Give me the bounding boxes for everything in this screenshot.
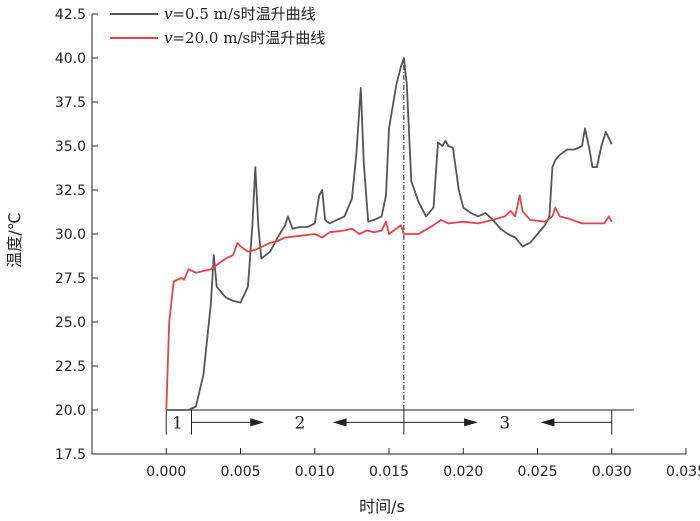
phase-arrow-head xyxy=(332,418,347,427)
x-tick-label: 0.030 xyxy=(592,464,632,480)
phase-label-2: 2 xyxy=(294,413,305,433)
legend-label-series-1: v=0.5 m/s时温升曲线 xyxy=(164,5,316,23)
x-tick-label: 0.035 xyxy=(666,464,700,480)
series-line-2 xyxy=(165,194,613,411)
x-axis-title: 时间/s xyxy=(359,497,405,516)
phase-arrow-head xyxy=(540,418,555,427)
y-tick-label: 20.0 xyxy=(55,403,86,419)
legend-var-2: v xyxy=(164,29,173,47)
series-layer xyxy=(165,57,613,411)
x-tick-label: 0.000 xyxy=(146,464,186,480)
x-tick-label: 0.020 xyxy=(443,464,483,480)
y-tick-label: 32.5 xyxy=(55,183,86,199)
series-line-1 xyxy=(166,57,613,411)
phase-arrow-head xyxy=(250,418,265,427)
legend: v=0.5 m/s时温升曲线 v=20.0 m/s时温升曲线 xyxy=(110,5,325,47)
phase-arrow-head xyxy=(464,418,479,427)
y-tick-label: 42.5 xyxy=(55,7,86,23)
y-tick-label: 27.5 xyxy=(55,271,86,287)
axes: 17.5 20.0 22.5 25.0 27.5 30.0 32.5 35.0 37.5 40.0… xyxy=(55,7,700,480)
x-tick-label: 0.025 xyxy=(517,464,557,480)
x-tick-label: 0.005 xyxy=(220,464,260,480)
phase-annotations: 1 2 3 xyxy=(165,58,635,435)
y-tick-label: 17.5 xyxy=(55,447,86,463)
phase-label-3: 3 xyxy=(499,413,510,433)
y-tick-label: 22.5 xyxy=(55,359,86,375)
x-tick-label: 0.015 xyxy=(369,464,409,480)
y-tick-label: 37.5 xyxy=(55,95,86,111)
y-tick-label: 35.0 xyxy=(55,139,86,155)
phase-label-1: 1 xyxy=(172,413,183,433)
y-tick-label: 40.0 xyxy=(55,51,86,67)
y-tick-label: 30.0 xyxy=(55,227,86,243)
legend-var-1: v xyxy=(164,5,173,23)
x-tick-label: 0.010 xyxy=(295,464,335,480)
legend-label-series-2: v=20.0 m/s时温升曲线 xyxy=(164,29,325,47)
legend-rest-1: =0.5 m/s时温升曲线 xyxy=(172,5,315,23)
y-axis-title: 温度/℃ xyxy=(5,212,24,267)
legend-rest-2: =20.0 m/s时温升曲线 xyxy=(172,29,325,47)
y-tick-label: 25.0 xyxy=(55,315,86,331)
